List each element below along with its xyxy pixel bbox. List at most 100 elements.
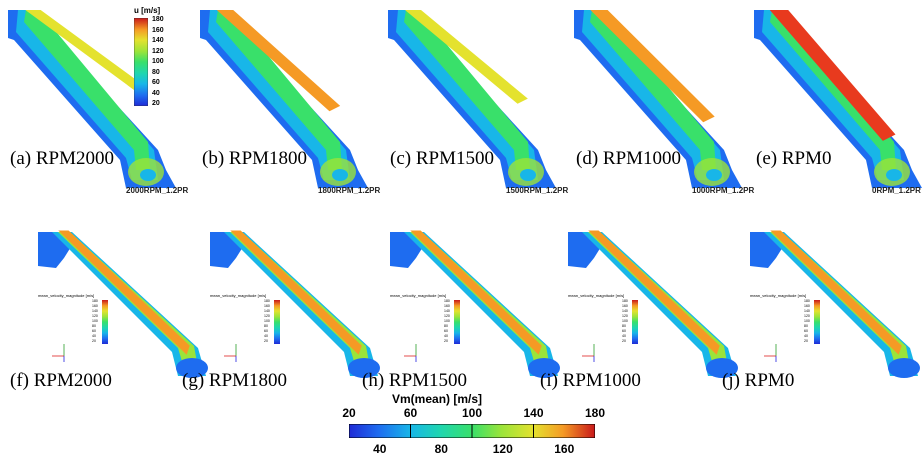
mini-legend-title-2: mean_velocity_magnitude [m/s] bbox=[390, 293, 447, 298]
caption-bottom-1: (g) RPM1800 bbox=[182, 370, 288, 391]
mini-legend-tick: 160 bbox=[264, 304, 270, 308]
caption-bottom-4: (j) RPM0 bbox=[722, 370, 795, 391]
mini-legend-tick: 140 bbox=[264, 309, 270, 313]
mini-legend-tick: 160 bbox=[92, 304, 98, 308]
top-legend-tick: 180 bbox=[152, 16, 164, 23]
top-legend-tick: 120 bbox=[152, 47, 164, 55]
case-tag-1: 1800RPM_1.2PR bbox=[318, 186, 381, 195]
mini-legend-tick: 180 bbox=[804, 299, 810, 303]
colorbar-top-tick: 100 bbox=[461, 406, 483, 420]
top-panel-1: 1800RPM_1.2PR bbox=[200, 10, 380, 195]
caption-top-4: (e) RPM0 bbox=[756, 148, 832, 169]
mini-legend-tick: 100 bbox=[264, 319, 270, 323]
top-legend-title: u [m/s] bbox=[134, 6, 161, 15]
mean-velocity-contour-2 bbox=[390, 230, 560, 378]
top-legend-tick: 40 bbox=[152, 89, 160, 97]
mini-legend-tick: 180 bbox=[622, 299, 628, 303]
case-tag-2: 1500RPM_1.2PR bbox=[506, 186, 569, 195]
top-legend-tick: 160 bbox=[152, 26, 164, 34]
mini-legend-title-3: mean_velocity_magnitude [m/s] bbox=[568, 293, 625, 298]
mean-velocity-contour-4 bbox=[750, 230, 920, 378]
mini-legend-tick: 60 bbox=[804, 329, 808, 333]
top-legend-tick: 80 bbox=[152, 68, 160, 76]
mini-legend-tick: 20 bbox=[622, 339, 626, 343]
mini-legend-tick: 120 bbox=[444, 314, 450, 318]
mini-legend-tick: 120 bbox=[264, 314, 270, 318]
mini-legend-tick: 80 bbox=[444, 324, 448, 328]
mini-legend-tick: 60 bbox=[622, 329, 626, 333]
flow-contour-2 bbox=[388, 10, 556, 188]
mini-legend-tick: 120 bbox=[804, 314, 810, 318]
caption-top-2: (c) RPM1500 bbox=[390, 148, 494, 169]
caption-top-1: (b) RPM1800 bbox=[202, 148, 308, 169]
colorbar-gradient bbox=[349, 424, 595, 438]
mini-legend-tick: 100 bbox=[444, 319, 450, 323]
mini-legend-tick: 40 bbox=[622, 334, 626, 338]
top-legend-tick: 100 bbox=[152, 58, 164, 65]
flow-contour-4 bbox=[754, 10, 922, 188]
top-panel-4: 0RPM_1.2PR bbox=[754, 10, 923, 195]
mini-legend-title-1: mean_velocity_magnitude [m/s] bbox=[210, 293, 267, 298]
mini-legend-tick: 160 bbox=[444, 304, 450, 308]
case-tag-0: 2000RPM_1.2PR bbox=[126, 186, 189, 195]
case-tag-3: 1000RPM_1.2PR bbox=[692, 186, 755, 195]
mini-legend-tick: 80 bbox=[264, 324, 268, 328]
mini-legend-title-0: mean_velocity_magnitude [m/s] bbox=[38, 293, 95, 298]
mini-legend-bar-4 bbox=[814, 300, 820, 344]
flow-contour-0 bbox=[8, 10, 176, 188]
mini-legend-tick: 60 bbox=[264, 329, 268, 333]
mean-velocity-contour-3 bbox=[568, 230, 738, 378]
mini-legend-tick: 20 bbox=[804, 339, 808, 343]
mini-legend-tick: 100 bbox=[622, 319, 628, 323]
mini-legend-tick: 60 bbox=[444, 329, 448, 333]
colorbar-bottom-tick: 160 bbox=[554, 442, 575, 456]
colorbar-top-tick: 20 bbox=[342, 406, 356, 420]
mini-legend-tick: 120 bbox=[622, 314, 628, 318]
mini-legend-tick: 120 bbox=[92, 314, 98, 318]
caption-top-3: (d) RPM1000 bbox=[576, 148, 682, 169]
mini-legend-tick: 140 bbox=[804, 309, 810, 313]
colorbar-title: Vm(mean) [m/s] bbox=[392, 392, 483, 406]
mini-legend-tick: 160 bbox=[804, 304, 810, 308]
mini-legend-tick: 20 bbox=[264, 339, 268, 343]
mini-legend-tick: 40 bbox=[92, 334, 96, 338]
caption-bottom-2: (h) RPM1500 bbox=[362, 370, 468, 391]
mini-legend-tick: 20 bbox=[444, 339, 448, 343]
mini-legend-tick: 180 bbox=[264, 299, 270, 303]
top-panel-2: 1500RPM_1.2PR bbox=[388, 10, 568, 195]
bottom-panel-0: mean_velocity_magnitude [m/s] 180 160 140 12… bbox=[38, 228, 208, 378]
bottom-panel-3: mean_velocity_magnitude [m/s] 180 160 140 12… bbox=[568, 228, 738, 378]
caption-bottom-0: (f) RPM2000 bbox=[10, 370, 112, 391]
mini-legend-tick: 20 bbox=[92, 339, 96, 343]
mini-legend-bar-0 bbox=[102, 300, 108, 344]
mini-legend-tick: 40 bbox=[804, 334, 808, 338]
mini-legend-tick: 180 bbox=[444, 299, 450, 303]
mini-legend-tick: 100 bbox=[92, 319, 98, 323]
top-legend: u [m/s] 180 160 140 120 100 80 60 40 20 bbox=[128, 6, 168, 116]
top-legend-tick: 140 bbox=[152, 37, 164, 44]
mini-legend-bar-2 bbox=[454, 300, 460, 344]
case-tag-4: 0RPM_1.2PR bbox=[872, 186, 921, 195]
flow-contour-3 bbox=[574, 10, 742, 188]
caption-top-0: (a) RPM2000 bbox=[10, 148, 114, 169]
top-legend-bar bbox=[134, 18, 148, 106]
mean-velocity-contour-0 bbox=[38, 230, 208, 378]
mini-legend-tick: 40 bbox=[264, 334, 268, 338]
mini-legend-tick: 80 bbox=[92, 324, 96, 328]
mini-legend-tick: 140 bbox=[622, 309, 628, 313]
colorbar-top-tick: 60 bbox=[403, 406, 418, 420]
mini-legend-tick: 80 bbox=[622, 324, 626, 328]
flow-contour-1 bbox=[200, 10, 368, 188]
mini-legend-title-4: mean_velocity_magnitude [m/s] bbox=[750, 293, 807, 298]
top-panel-0: 2000RPM_1.2PR bbox=[8, 10, 188, 195]
bottom-panel-1: mean_velocity_magnitude [m/s] 180 160 140 12… bbox=[210, 228, 380, 378]
mini-legend-tick: 40 bbox=[444, 334, 448, 338]
colorbar-top-tick: 180 bbox=[584, 406, 606, 420]
mini-legend-tick: 100 bbox=[804, 319, 810, 323]
mini-legend-tick: 140 bbox=[444, 309, 450, 313]
top-legend-tick: 60 bbox=[152, 79, 160, 86]
mini-legend-tick: 60 bbox=[92, 329, 96, 333]
caption-bottom-3: (i) RPM1000 bbox=[540, 370, 641, 391]
top-panel-3: 1000RPM_1.2PR bbox=[574, 10, 754, 195]
mean-velocity-contour-1 bbox=[210, 230, 380, 378]
